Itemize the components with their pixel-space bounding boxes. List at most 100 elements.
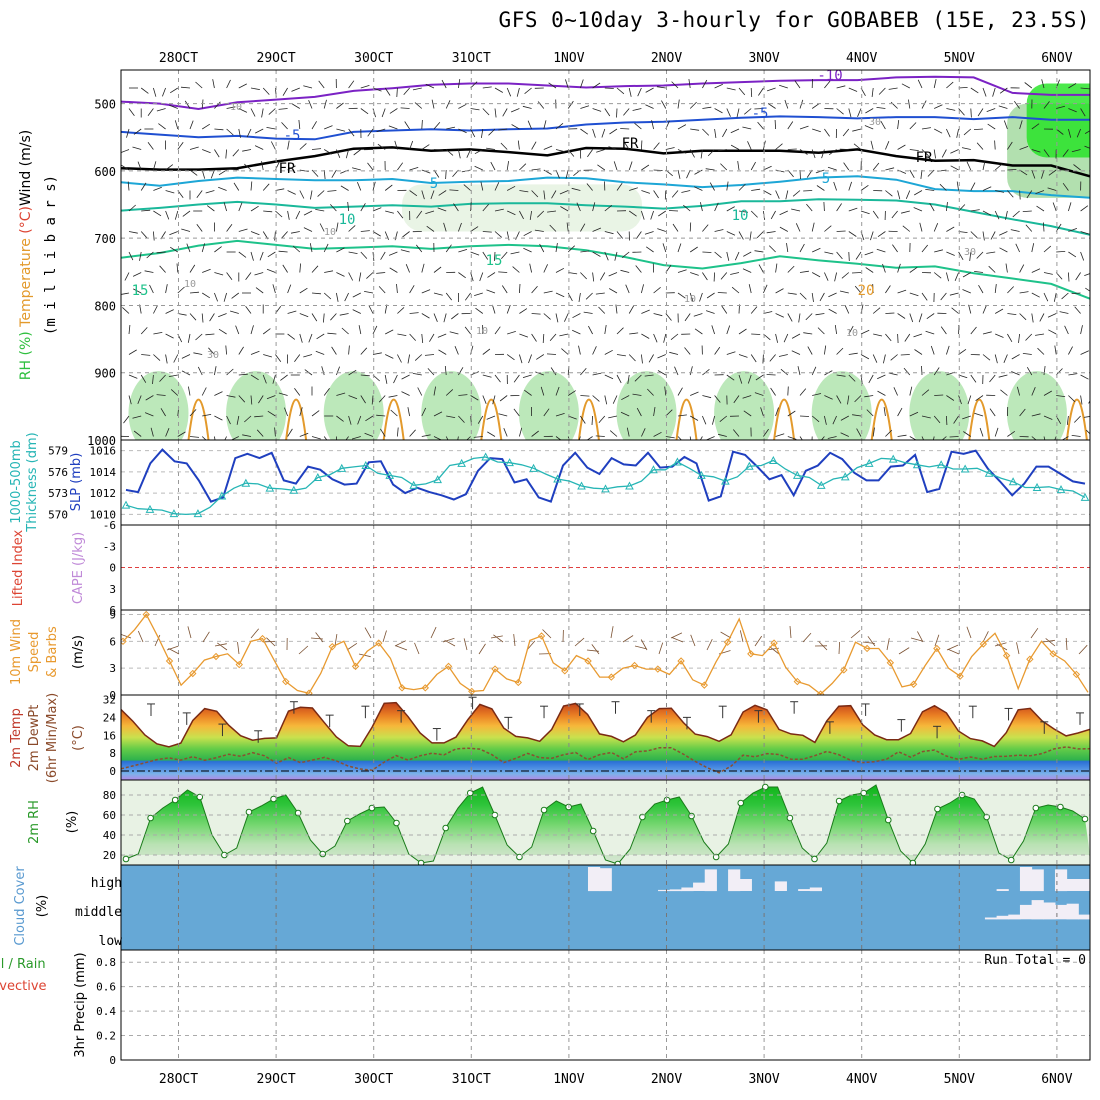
wind-barb — [989, 374, 996, 383]
wind-barb — [615, 304, 618, 314]
y-tick-label: 500 — [94, 98, 116, 112]
temp-ylabel-g: (°C) — [71, 725, 86, 751]
wind-barb — [470, 108, 480, 111]
rh-marker — [1081, 815, 1089, 823]
wind10-barb — [818, 641, 828, 651]
wind-barb — [690, 415, 699, 421]
wind-barb — [684, 347, 691, 355]
wind-barb — [267, 410, 276, 417]
isotherm--10 — [121, 75, 1090, 111]
wind-barb — [323, 436, 328, 440]
wind-barb — [671, 81, 679, 89]
wind-barb — [883, 354, 886, 364]
wind-barb — [706, 292, 715, 299]
wind-barb — [872, 307, 881, 314]
wind-barb — [743, 251, 752, 257]
wind10-marker — [747, 650, 755, 658]
wind-barb — [348, 225, 356, 232]
wind-barb — [811, 366, 817, 376]
wind-barb — [1043, 415, 1053, 420]
ylabel-cloud: (%) — [35, 895, 50, 918]
wind10-marker — [491, 665, 499, 673]
wind-barb — [421, 407, 427, 417]
wind-barb — [415, 244, 423, 253]
wind-barb — [162, 87, 166, 97]
wind-barb — [738, 87, 746, 96]
wind-ylabel-g: & Barbs — [45, 626, 60, 678]
wind-barb — [128, 251, 134, 261]
wind-barb — [824, 128, 830, 137]
isotherm-label: FR — [279, 161, 296, 177]
wind-barb — [421, 313, 430, 319]
ylabel-cloud: Cloud Cover — [13, 866, 28, 946]
wind-barb — [404, 121, 410, 130]
wind-barb — [543, 290, 553, 294]
wind-barb — [848, 352, 858, 355]
y-tick-label-li: 6 — [109, 604, 116, 617]
wind-barb — [873, 333, 883, 337]
wind-barb — [174, 120, 179, 130]
wind-barb — [158, 123, 166, 130]
wind-barb — [531, 430, 539, 437]
wind-barb — [653, 190, 659, 199]
cloud-level-label: middle — [75, 905, 122, 920]
wind-barb — [732, 429, 740, 437]
wind-barb — [340, 185, 349, 191]
wind-barb — [275, 188, 285, 191]
wind-barb — [860, 354, 870, 360]
wind-barb — [929, 203, 935, 212]
wind-barb — [567, 100, 574, 109]
wind-barb — [811, 292, 814, 302]
ylabel-mb: (m i l l i b a r s) — [43, 175, 59, 335]
wind-barb — [137, 395, 142, 404]
wind-barb — [1083, 416, 1090, 418]
wind-barb — [233, 182, 240, 191]
wind-barb — [212, 79, 215, 89]
x-tick-label-top: 30OCT — [354, 51, 393, 66]
wind-barb — [933, 415, 941, 424]
wind-barb — [140, 327, 148, 335]
wind-barb — [360, 108, 369, 115]
wind-barb — [470, 371, 480, 376]
wind10-barb — [690, 634, 696, 647]
wind-barb — [689, 292, 694, 302]
wind-barb — [177, 313, 187, 316]
wind10-marker — [1072, 670, 1081, 679]
wind-barb — [133, 128, 142, 135]
wind-barb — [1071, 435, 1081, 437]
wind-barb — [330, 204, 337, 212]
ylabel-temp: (6hr Min/Max) — [45, 693, 60, 783]
wind-barb — [1047, 187, 1057, 191]
wind-barb — [366, 272, 374, 279]
wind-barb — [1031, 313, 1034, 323]
wind-barb — [352, 292, 361, 298]
wind-barb — [714, 83, 723, 89]
wind-barb — [189, 313, 197, 321]
y-tick-label-slp: 1016 — [90, 445, 117, 458]
wind-barb — [421, 434, 431, 437]
wind-barb — [543, 408, 550, 417]
wind-barb — [1007, 430, 1016, 437]
wind-barb — [970, 209, 980, 212]
wind-barb — [123, 415, 130, 424]
wind-barb — [543, 264, 548, 273]
wind-barb — [549, 333, 557, 342]
wind-barb — [933, 149, 936, 159]
wind-barb — [664, 386, 667, 396]
wind-barb — [424, 354, 435, 356]
wind-barb — [543, 190, 546, 200]
wind-barb — [998, 105, 1008, 109]
wind-barb — [1056, 395, 1066, 397]
wind-barb — [763, 190, 772, 196]
wind-barb — [360, 203, 366, 212]
x-tick-label-bottom: 30OCT — [354, 1072, 393, 1087]
y-tick-label-li: -3 — [103, 540, 116, 553]
rh-lowlevel — [616, 371, 677, 440]
wind10-barb — [720, 631, 732, 639]
wind-barb — [268, 108, 276, 115]
cloud-high — [681, 887, 694, 892]
wind-barb — [292, 245, 301, 253]
wind-barb — [653, 431, 662, 437]
rh-marker — [737, 799, 745, 807]
rh-marker — [196, 793, 204, 801]
